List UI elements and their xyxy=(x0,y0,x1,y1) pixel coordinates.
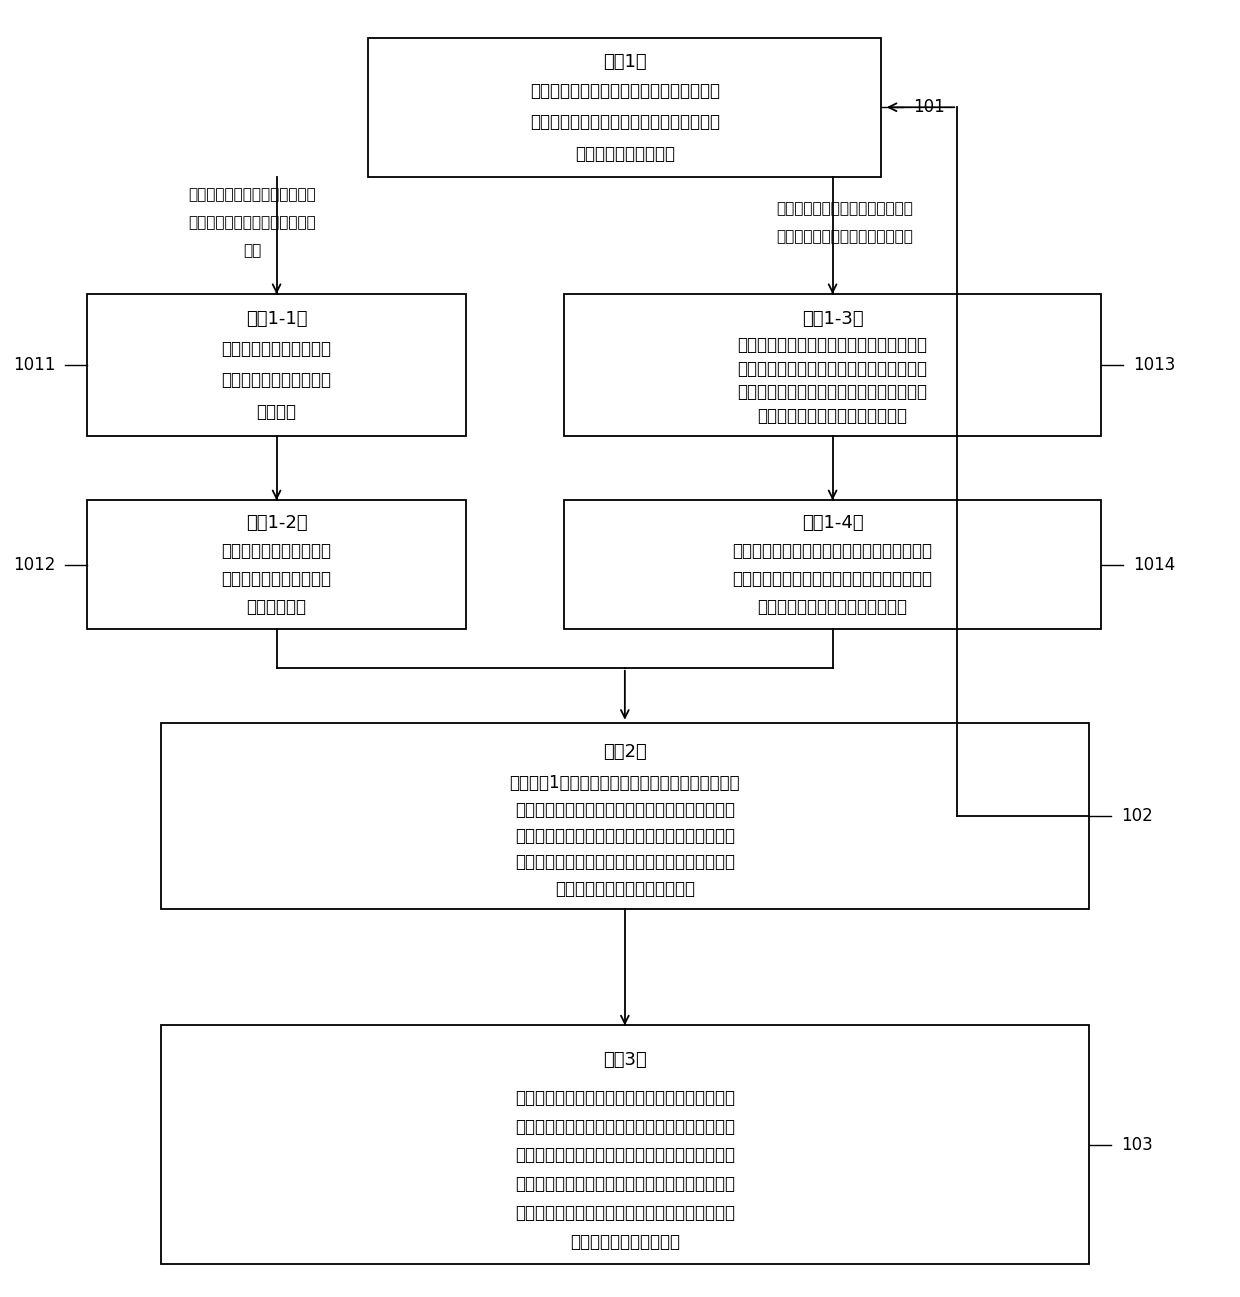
FancyBboxPatch shape xyxy=(368,38,882,176)
Text: 根据输电线路的一档线路的档距与三维激光: 根据输电线路的一档线路的档距与三维激光 xyxy=(529,83,720,100)
Text: 点的位置: 点的位置 xyxy=(257,403,296,422)
Text: 102: 102 xyxy=(1121,807,1153,825)
Text: 档线路的所有扫描站的点云数据和所有标靶点的数: 档线路的所有扫描站的点云数据和所有标靶点的数 xyxy=(515,800,735,818)
FancyBboxPatch shape xyxy=(564,294,1101,436)
Text: 1012: 1012 xyxy=(14,555,56,573)
Text: 据，直至获取到所述输电线路的每一档线路的点云: 据，直至获取到所述输电线路的每一档线路的点云 xyxy=(515,827,735,846)
Text: 所述一档线路的档距小于所述三: 所述一档线路的档距小于所述三 xyxy=(188,187,316,202)
Text: 的布置位置处的相间距离: 的布置位置处的相间距离 xyxy=(570,1232,680,1250)
FancyBboxPatch shape xyxy=(160,1026,1089,1263)
Text: 101: 101 xyxy=(913,99,945,117)
Text: 在所述多站扫描中的每一扫描站的架设位置: 在所述多站扫描中的每一扫描站的架设位置 xyxy=(738,359,928,377)
Text: 数据，或所述输电线路的每一档线路的所有扫描站: 数据，或所述输电线路的每一档线路的所有扫描站 xyxy=(515,853,735,872)
Text: 扫描仪的测程的大小，判断所述一档线路是: 扫描仪的测程的大小，判断所述一档线路是 xyxy=(529,113,720,131)
Text: 一站扫描还是多站扫描: 一站扫描还是多站扫描 xyxy=(575,144,675,162)
Text: 路的点云数据: 路的点云数据 xyxy=(247,598,306,616)
Text: 重复步骤1），获取下一档线路的点云数据，或下一: 重复步骤1），获取下一档线路的点云数据，或下一 xyxy=(510,774,740,792)
Text: 步骤2）: 步骤2） xyxy=(603,743,647,760)
Text: 步骤1-4）: 步骤1-4） xyxy=(802,515,863,533)
Text: 步骤3）: 步骤3） xyxy=(603,1051,647,1069)
Text: 根据所述三维激光扫描仪和所述标靶反射片: 根据所述三维激光扫描仪和所述标靶反射片 xyxy=(738,336,928,354)
Text: 该档线路，以获取该档线: 该档线路，以获取该档线 xyxy=(222,569,331,588)
Text: 根据所述每一档线路的点云数据，或所述每一档线: 根据所述每一档线路的点云数据，或所述每一档线 xyxy=(515,1088,735,1106)
Text: 处的相间距离，从而获取所述输电线路的防舞装置: 处的相间距离，从而获取所述输电线路的防舞装置 xyxy=(515,1204,735,1222)
Text: ，确定所述多站扫描中的每一站扫描站点和: ，确定所述多站扫描中的每一站扫描站点和 xyxy=(738,384,928,401)
Text: 所述每一档线路中各相导线的防舞装置的布置位置: 所述每一档线路中各相导线的防舞装置的布置位置 xyxy=(515,1175,735,1193)
Text: 扫描: 扫描 xyxy=(243,244,262,258)
Text: 站的点云数据和所有标靶点的数据: 站的点云数据和所有标靶点的数据 xyxy=(758,598,908,616)
Text: 1011: 1011 xyxy=(14,355,56,374)
FancyBboxPatch shape xyxy=(160,722,1089,909)
Text: 激光扫描仪的测程，则为多站扫描: 激光扫描仪的测程，则为多站扫描 xyxy=(776,230,913,244)
Text: 根据所述三维激光扫描仪: 根据所述三维激光扫描仪 xyxy=(222,340,331,358)
Text: 所述三维激光扫描仪扫描所述一档线路和所述: 所述三维激光扫描仪扫描所述一档线路和所述 xyxy=(733,542,932,559)
Text: 维激光扫描仪的测程，则为一站: 维激光扫描仪的测程，则为一站 xyxy=(188,215,316,230)
Text: 步骤1）: 步骤1） xyxy=(603,53,647,71)
Text: 相邻两站扫描站点的标靶点的位置: 相邻两站扫描站点的标靶点的位置 xyxy=(758,407,908,425)
Text: 路的所有扫描站的点云数据和所有标靶点的数据，: 路的所有扫描站的点云数据和所有标靶点的数据， xyxy=(515,1118,735,1136)
Text: 的架设位置，确定扫描站: 的架设位置，确定扫描站 xyxy=(222,371,331,389)
Text: 103: 103 xyxy=(1121,1136,1153,1153)
Text: 步骤1-2）: 步骤1-2） xyxy=(246,515,308,533)
Text: 步骤1-3）: 步骤1-3） xyxy=(802,310,863,328)
FancyBboxPatch shape xyxy=(87,501,466,629)
Text: 1013: 1013 xyxy=(1133,355,1176,374)
Text: 所述一档线路的档距大于所述三维: 所述一档线路的档距大于所述三维 xyxy=(776,201,913,215)
Text: 所述三维激光扫描仪扫描: 所述三维激光扫描仪扫描 xyxy=(222,542,331,559)
Text: 以及防舞装置在所述每一档线路的布置位置，计算: 以及防舞装置在所述每一档线路的布置位置，计算 xyxy=(515,1147,735,1165)
Text: 1014: 1014 xyxy=(1133,555,1176,573)
Text: 的点云数据和所有标靶点的数据: 的点云数据和所有标靶点的数据 xyxy=(554,879,694,898)
Text: 步骤1-1）: 步骤1-1） xyxy=(246,310,308,328)
Text: 标靶反射片，以获取所述一档线路的所有扫描: 标靶反射片，以获取所述一档线路的所有扫描 xyxy=(733,569,932,588)
FancyBboxPatch shape xyxy=(564,501,1101,629)
FancyBboxPatch shape xyxy=(87,294,466,436)
